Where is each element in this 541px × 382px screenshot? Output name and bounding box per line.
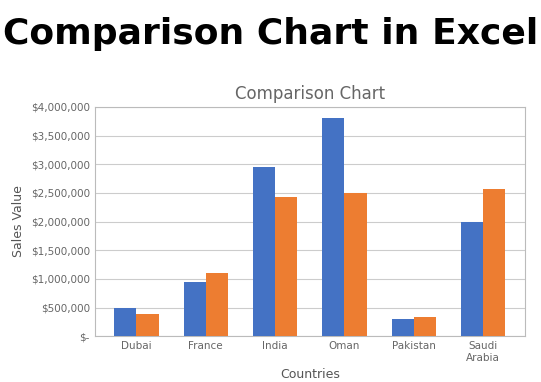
Bar xyxy=(322,118,345,336)
Bar xyxy=(483,189,505,336)
Bar xyxy=(183,282,206,336)
Bar xyxy=(345,193,367,336)
Bar xyxy=(275,197,297,336)
Bar xyxy=(392,319,414,336)
Text: Comparison Chart in Excel: Comparison Chart in Excel xyxy=(3,17,538,51)
X-axis label: Countries: Countries xyxy=(280,368,340,381)
Title: Comparison Chart: Comparison Chart xyxy=(235,85,385,103)
Bar xyxy=(461,222,483,336)
Bar xyxy=(114,308,136,336)
Bar xyxy=(206,273,228,336)
Bar xyxy=(414,317,436,336)
Y-axis label: Sales Value: Sales Value xyxy=(12,186,25,257)
Bar xyxy=(136,314,159,336)
Bar xyxy=(253,167,275,336)
